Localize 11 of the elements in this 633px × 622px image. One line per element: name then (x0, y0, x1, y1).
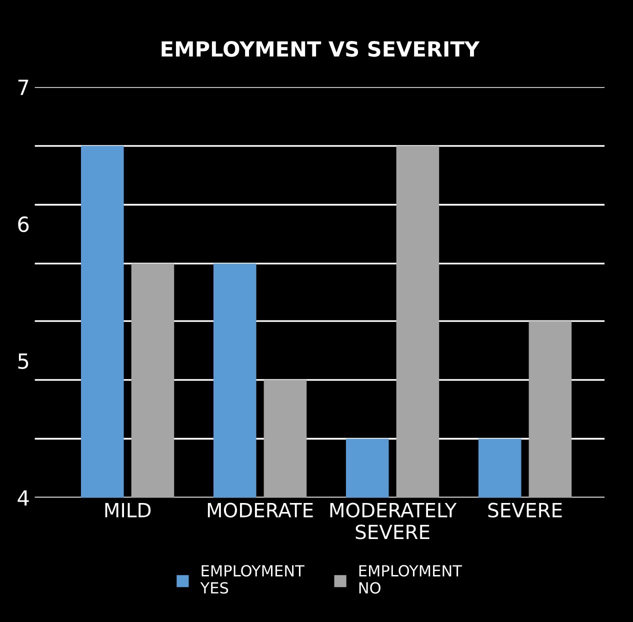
y-tick-label: 6 (18, 216, 29, 232)
x-tick-label: MILD (105, 503, 151, 518)
x-tick-label: MODERATELY SEVERE (330, 502, 457, 540)
y-tick-label: 4 (18, 490, 29, 506)
x-tick-label: MODERATE (208, 502, 313, 518)
y-tick-label: 7 (18, 80, 28, 95)
legend-label: EMPLOYMENT YES (200, 564, 304, 594)
y-tick-label: 5 (18, 353, 28, 369)
legend-label: EMPLOYMENT NO (359, 564, 462, 594)
x-tick-label: SEVERE (488, 502, 562, 518)
chart-title: EMPLOYMENT VS SEVERITY (162, 41, 480, 57)
